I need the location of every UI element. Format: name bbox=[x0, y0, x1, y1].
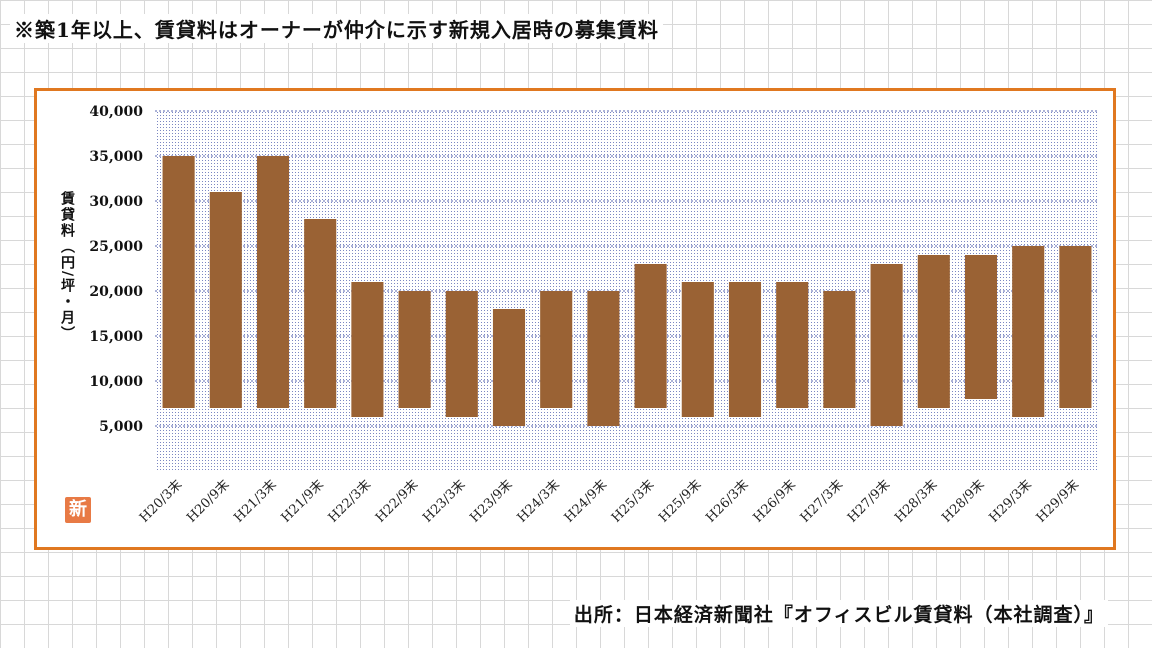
range-bar bbox=[351, 282, 384, 417]
y-axis-ticks: 5,000 10,000 15,000 20,000 25,000 30,000 35,00… bbox=[89, 104, 143, 435]
range-bar bbox=[162, 156, 195, 408]
x-tick-label: H29/3末 bbox=[987, 477, 1035, 525]
range-bar bbox=[256, 156, 290, 408]
x-tick-label: H22/9末 bbox=[373, 477, 421, 525]
x-tick-label: H26/3末 bbox=[703, 477, 751, 525]
x-axis-ticks: H20/3末H20/9末H21/3末H21/9末H22/3末H22/9末H23/… bbox=[137, 477, 1082, 525]
x-tick-label: H25/9末 bbox=[656, 477, 704, 525]
new-badge-icon: 新 bbox=[65, 497, 91, 523]
x-tick-label: H27/9末 bbox=[845, 477, 893, 525]
footnote: ※築1年以上、賃貸料はオーナーが仲介に示す新規入居時の募集賃料 bbox=[10, 14, 663, 43]
range-bar bbox=[1059, 246, 1092, 408]
x-tick-label: H27/3末 bbox=[798, 477, 846, 525]
x-tick-label: H28/9末 bbox=[939, 477, 987, 525]
rent-range-chart: 5,000 10,000 15,000 20,000 25,000 30,000 35,00… bbox=[89, 104, 1099, 526]
range-bar bbox=[304, 219, 337, 408]
range-bar bbox=[634, 264, 667, 408]
x-tick-label: H22/3末 bbox=[326, 477, 374, 525]
range-bar bbox=[540, 291, 573, 408]
range-bar bbox=[398, 291, 431, 408]
y-tick-label: 10,000 bbox=[89, 374, 143, 390]
source-citation: 出所：日本経済新聞社『オフィスビル賃貸料（本社調査）』 bbox=[569, 600, 1108, 627]
chart-frame: 5,000 10,000 15,000 20,000 25,000 30,000 35,00… bbox=[34, 88, 1116, 550]
y-tick-label: 5,000 bbox=[99, 419, 143, 435]
range-bar bbox=[870, 264, 903, 426]
range-bar bbox=[492, 309, 526, 426]
x-tick-label: H24/9末 bbox=[562, 477, 610, 525]
x-tick-label: H23/3末 bbox=[420, 477, 468, 525]
y-tick-label: 15,000 bbox=[89, 329, 143, 345]
range-bar bbox=[917, 255, 950, 408]
x-tick-label: H20/3末 bbox=[137, 477, 185, 525]
range-bar bbox=[776, 282, 809, 408]
range-bar bbox=[728, 282, 762, 417]
range-bar bbox=[1012, 246, 1045, 417]
bars bbox=[162, 156, 1092, 426]
range-bar bbox=[209, 192, 242, 408]
y-tick-label: 40,000 bbox=[89, 104, 143, 120]
range-bar bbox=[823, 291, 856, 408]
x-tick-label: H29/9末 bbox=[1034, 477, 1082, 525]
y-tick-label: 30,000 bbox=[89, 194, 143, 210]
x-tick-label: H28/3末 bbox=[892, 477, 940, 525]
range-bar bbox=[681, 282, 714, 417]
y-axis-label: 賃貸料（円/坪・月） bbox=[59, 191, 75, 343]
x-tick-label: H24/3末 bbox=[515, 477, 563, 525]
x-tick-label: H20/9末 bbox=[184, 477, 232, 525]
x-tick-label: H23/9末 bbox=[467, 477, 515, 525]
y-tick-label: 35,000 bbox=[89, 149, 143, 165]
x-tick-label: H26/9末 bbox=[751, 477, 799, 525]
range-bar bbox=[445, 291, 478, 417]
range-bar bbox=[964, 255, 998, 399]
x-tick-label: H25/3末 bbox=[609, 477, 657, 525]
x-tick-label: H21/9末 bbox=[279, 477, 327, 525]
y-tick-label: 20,000 bbox=[89, 284, 143, 300]
y-tick-label: 25,000 bbox=[89, 239, 143, 255]
x-tick-label: H21/3末 bbox=[231, 477, 279, 525]
range-bar bbox=[587, 291, 620, 426]
